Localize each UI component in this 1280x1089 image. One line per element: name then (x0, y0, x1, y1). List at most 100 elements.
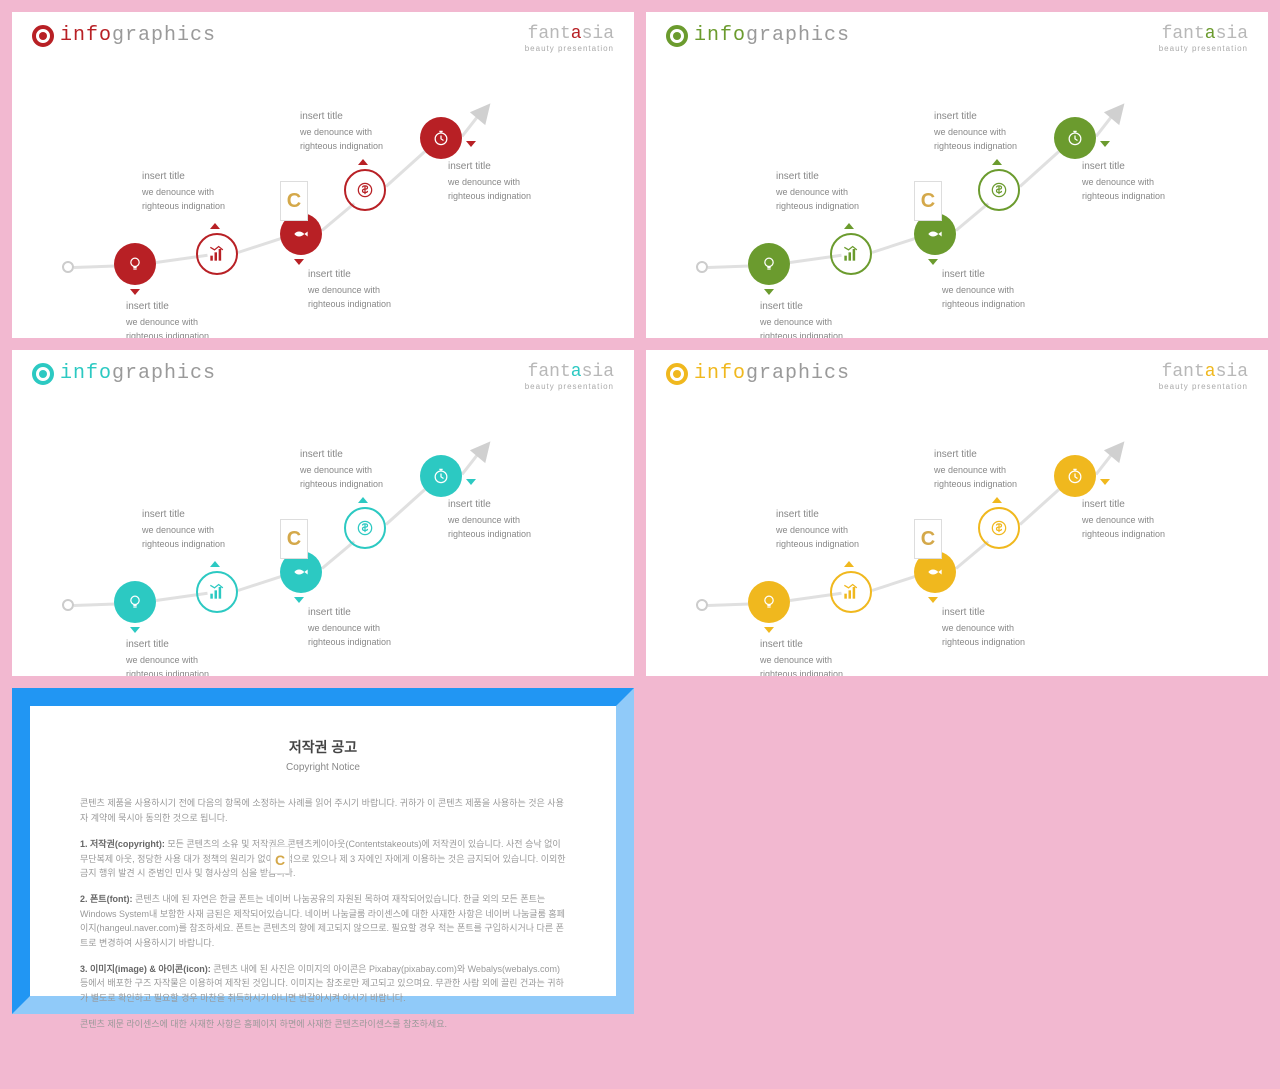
node-pointer (1100, 141, 1110, 147)
brand: fantasia beauty presentation (1159, 362, 1248, 391)
start-node (62, 261, 74, 273)
brand: fantasia beauty presentation (525, 24, 614, 53)
node-pointer (1100, 479, 1110, 485)
node-pointer (466, 479, 476, 485)
step-chart: insert title we denounce with righteous … (646, 53, 1268, 313)
step-node-1 (114, 581, 156, 623)
step-label-3: insert title we denounce with righteous … (942, 267, 1025, 311)
panel-header: infographics fantasia beauty presentatio… (12, 12, 634, 53)
node-pointer (844, 223, 854, 229)
step-node-2 (830, 233, 872, 275)
step-label-2: insert title we denounce with righteous … (142, 507, 225, 551)
step-node-5 (420, 455, 462, 497)
logo: infographics (32, 24, 216, 47)
connector-line (955, 540, 989, 569)
infographic-panel: infographics fantasia beauty presentatio… (646, 350, 1268, 676)
watermark-icon: C (270, 846, 290, 874)
node-pointer (992, 159, 1002, 165)
copyright-subtitle: Copyright Notice (80, 760, 566, 776)
node-pointer (928, 597, 938, 603)
step-chart: insert title we denounce with righteous … (12, 53, 634, 313)
panel-header: infographics fantasia beauty presentatio… (646, 350, 1268, 391)
copyright-panel: 저작권 공고 Copyright Notice 콘텐츠 제품을 사용하시기 전에… (12, 688, 634, 1014)
empty-slot (646, 688, 1268, 1014)
step-label-5: insert title we denounce with righteous … (448, 159, 531, 203)
step-node-4 (344, 507, 386, 549)
connector-line (1019, 487, 1061, 525)
step-label-1: insert title we denounce with righteous … (760, 637, 843, 676)
infographic-panel: infographics fantasia beauty presentatio… (12, 12, 634, 338)
step-chart: insert title we denounce with righteous … (646, 391, 1268, 651)
connector-line (385, 149, 427, 187)
start-node (62, 599, 74, 611)
copyright-title: 저작권 공고 (80, 736, 566, 758)
node-pointer (764, 289, 774, 295)
step-label-5: insert title we denounce with righteous … (1082, 497, 1165, 541)
start-node (696, 599, 708, 611)
copyright-p2: 1. 저작권(copyright): 모든 콘텐츠의 소유 및 저작권은 콘텐츠… (80, 837, 566, 880)
step-label-1: insert title we denounce with righteous … (126, 637, 209, 676)
connector-line (385, 487, 427, 525)
brand: fantasia beauty presentation (1159, 24, 1248, 53)
node-pointer (210, 223, 220, 229)
node-pointer (130, 627, 140, 633)
step-label-3: insert title we denounce with righteous … (942, 605, 1025, 649)
watermark-icon: C (914, 519, 942, 559)
brand: fantasia beauty presentation (525, 362, 614, 391)
start-node (696, 261, 708, 273)
connector-line (955, 202, 989, 231)
step-label-5: insert title we denounce with righteous … (448, 497, 531, 541)
connector-line (1019, 149, 1061, 187)
copyright-p5: 콘텐츠 제문 라이센스에 대한 사재한 사항은 홈페이지 하면에 사재한 콘텐츠… (80, 1017, 566, 1031)
node-pointer (992, 497, 1002, 503)
step-label-1: insert title we denounce with righteous … (760, 299, 843, 338)
panel-header: infographics fantasia beauty presentatio… (12, 350, 634, 391)
step-label-2: insert title we denounce with righteous … (142, 169, 225, 213)
step-node-5 (1054, 455, 1096, 497)
step-label-4: insert title we denounce with righteous … (934, 109, 1017, 153)
step-label-2: insert title we denounce with righteous … (776, 169, 859, 213)
node-pointer (764, 627, 774, 633)
watermark-icon: C (280, 519, 308, 559)
step-label-4: insert title we denounce with righteous … (934, 447, 1017, 491)
node-pointer (294, 259, 304, 265)
step-label-2: insert title we denounce with righteous … (776, 507, 859, 551)
logo: infographics (666, 362, 850, 385)
step-node-1 (748, 243, 790, 285)
step-node-1 (748, 581, 790, 623)
node-pointer (210, 561, 220, 567)
step-node-4 (344, 169, 386, 211)
node-pointer (466, 141, 476, 147)
step-chart: insert title we denounce with righteous … (12, 391, 634, 651)
infographic-panel: infographics fantasia beauty presentatio… (12, 350, 634, 676)
watermark-icon: C (280, 181, 308, 221)
step-node-2 (196, 571, 238, 613)
connector-line (321, 540, 355, 569)
connector-line (321, 202, 355, 231)
node-pointer (928, 259, 938, 265)
watermark-icon: C (914, 181, 942, 221)
step-label-1: insert title we denounce with righteous … (126, 299, 209, 338)
step-label-3: insert title we denounce with righteous … (308, 267, 391, 311)
copyright-p3: 2. 폰트(font): 콘텐츠 내에 된 자연은 한글 폰트는 네이버 나눔공… (80, 892, 566, 950)
step-label-4: insert title we denounce with righteous … (300, 447, 383, 491)
node-pointer (844, 561, 854, 567)
step-label-3: insert title we denounce with righteous … (308, 605, 391, 649)
step-node-2 (830, 571, 872, 613)
logo: infographics (666, 24, 850, 47)
logo: infographics (32, 362, 216, 385)
copyright-p1: 콘텐츠 제품을 사용하시기 전에 다음의 항목에 소정하는 사례를 읽어 주시기… (80, 796, 566, 825)
node-pointer (358, 497, 368, 503)
copyright-p4: 3. 이미지(image) & 아이콘(icon): 콘텐츠 내에 된 사진은 … (80, 962, 566, 1005)
node-pointer (130, 289, 140, 295)
panel-header: infographics fantasia beauty presentatio… (646, 12, 1268, 53)
step-label-4: insert title we denounce with righteous … (300, 109, 383, 153)
infographic-panel: infographics fantasia beauty presentatio… (646, 12, 1268, 338)
node-pointer (358, 159, 368, 165)
step-node-2 (196, 233, 238, 275)
node-pointer (294, 597, 304, 603)
step-node-5 (420, 117, 462, 159)
step-label-5: insert title we denounce with righteous … (1082, 159, 1165, 203)
step-node-4 (978, 507, 1020, 549)
step-node-1 (114, 243, 156, 285)
